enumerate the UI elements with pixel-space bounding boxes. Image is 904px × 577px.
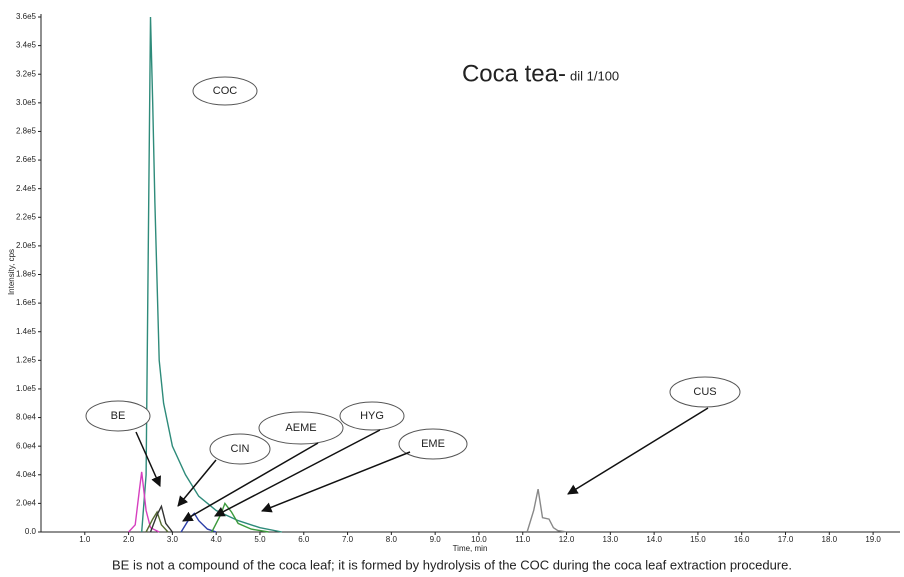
x-tick-label: 12.0 (559, 535, 575, 544)
x-tick-label: 3.0 (167, 535, 179, 544)
y-tick-label: 2.8e5 (16, 127, 37, 136)
y-tick-label: 1.0e5 (16, 384, 37, 393)
callout-label: HYG (360, 410, 384, 422)
note: BE is not a compound of the coca leaf; i… (112, 557, 792, 572)
y-axis-label: Intensity, cps (7, 249, 16, 295)
callout-ellipse (192, 76, 258, 106)
chromatogram-trace (180, 512, 217, 533)
callout-label: CIN (231, 443, 250, 455)
callout-label: AEME (285, 422, 316, 434)
y-tick-label: 1.8e5 (16, 270, 37, 279)
x-axis-label: Time, min (453, 544, 488, 553)
y-tick-label: 2.4e5 (16, 184, 37, 193)
x-tick-label: 15.0 (690, 535, 706, 544)
callout-arrow (177, 459, 217, 507)
callout-ellipse (85, 400, 151, 432)
chart-subtitle: dil 1/100 (570, 68, 619, 83)
callout-arrow (261, 451, 411, 513)
callout-ellipse (398, 428, 468, 460)
x-tick-label: 4.0 (211, 535, 223, 544)
y-tick-label: 3.4e5 (16, 41, 37, 50)
callout-label: BE (111, 410, 126, 422)
x-tick-label: 16.0 (734, 535, 750, 544)
y-tick-label: 1.6e5 (16, 298, 37, 307)
callout-arrow (214, 429, 381, 517)
chromatogram-trace (128, 471, 160, 533)
chromatogram-trace (149, 504, 173, 533)
chart-title: Coca tea- (462, 60, 566, 87)
chromatogram-trace (141, 16, 283, 533)
callout-ellipse (258, 411, 344, 445)
x-tick-label: 5.0 (254, 535, 266, 544)
y-tick-label: 2.6e5 (16, 155, 37, 164)
chromatogram-trace (526, 488, 567, 533)
y-tick-label: 2.0e5 (16, 241, 37, 250)
x-tick-label: 18.0 (822, 535, 838, 544)
callout-arrow (182, 442, 319, 522)
x-tick-label: 2.0 (123, 535, 135, 544)
y-tick-label: 0.0 (25, 527, 37, 536)
x-tick-label: 19.0 (865, 535, 881, 544)
callout-ellipse (339, 401, 405, 431)
y-tick-label: 1.2e5 (16, 355, 37, 364)
callout-label: EME (421, 438, 445, 450)
x-tick-label: 14.0 (646, 535, 662, 544)
callout-ellipse (669, 376, 741, 408)
callout-label: CUS (693, 386, 716, 398)
x-tick-label: 8.0 (386, 535, 398, 544)
callout-arrow (567, 407, 709, 495)
callout-ellipse (209, 433, 271, 465)
x-tick-label: 10.0 (471, 535, 487, 544)
callout-arrow (135, 431, 161, 487)
y-tick-label: 3.0e5 (16, 98, 37, 107)
y-tick-label: 4.0e4 (16, 470, 37, 479)
x-tick-label: 13.0 (603, 535, 619, 544)
y-tick-label: 1.4e5 (16, 327, 37, 336)
y-tick-label: 2.0e4 (16, 498, 37, 507)
x-tick-label: 6.0 (298, 535, 310, 544)
x-tick-label: 1.0 (79, 535, 91, 544)
chromatogram-trace (145, 510, 169, 533)
x-tick-label: 11.0 (515, 535, 531, 544)
y-tick-label: 6.0e4 (16, 441, 37, 450)
y-tick-label: 8.0e4 (16, 413, 37, 422)
x-tick-label: 9.0 (430, 535, 442, 544)
y-tick-label: 3.6e5 (16, 12, 37, 21)
callout-label: COC (213, 85, 238, 97)
y-tick-label: 3.2e5 (16, 69, 37, 78)
y-tick-label: 2.2e5 (16, 212, 37, 221)
x-tick-label: 7.0 (342, 535, 354, 544)
x-tick-label: 17.0 (778, 535, 794, 544)
